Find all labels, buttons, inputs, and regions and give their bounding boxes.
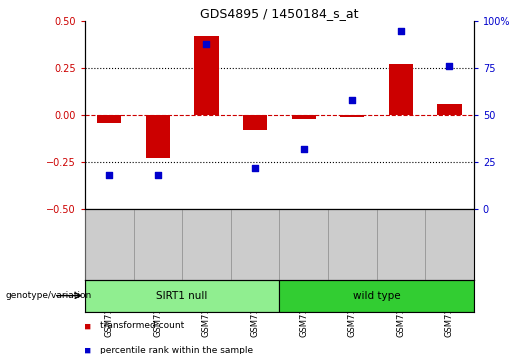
Bar <box>389 64 413 115</box>
Point <box>251 165 259 170</box>
Point <box>300 146 308 152</box>
Bar <box>437 104 461 115</box>
Bar <box>97 115 122 122</box>
Bar <box>243 115 267 130</box>
Bar <box>194 36 219 115</box>
Text: genotype/variation: genotype/variation <box>5 291 91 300</box>
Text: transformed count: transformed count <box>100 321 185 330</box>
Point <box>105 172 113 178</box>
Title: GDS4895 / 1450184_s_at: GDS4895 / 1450184_s_at <box>200 7 358 20</box>
Point <box>348 97 356 103</box>
Text: ■: ■ <box>85 346 90 354</box>
Bar <box>85 280 279 312</box>
Point <box>154 172 162 178</box>
Point <box>397 28 405 34</box>
Point <box>445 63 454 69</box>
Bar <box>291 115 316 119</box>
Text: wild type: wild type <box>353 291 400 301</box>
Point <box>202 41 211 47</box>
Text: SIRT1 null: SIRT1 null <box>157 291 208 301</box>
Bar <box>146 115 170 158</box>
Text: percentile rank within the sample: percentile rank within the sample <box>100 346 253 354</box>
Bar <box>280 280 474 312</box>
Text: ■: ■ <box>85 321 90 330</box>
Bar <box>340 115 365 117</box>
